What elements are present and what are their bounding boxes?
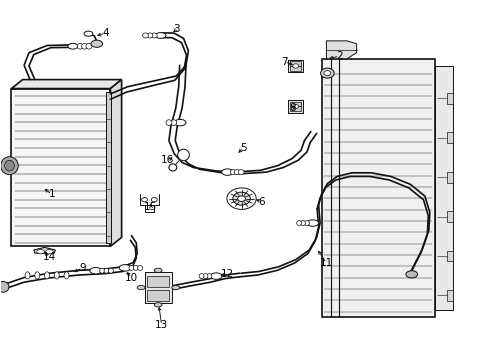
- Ellipse shape: [300, 221, 305, 226]
- Ellipse shape: [119, 265, 131, 271]
- Ellipse shape: [170, 120, 176, 126]
- Ellipse shape: [25, 272, 30, 279]
- Polygon shape: [11, 89, 110, 246]
- Ellipse shape: [237, 196, 245, 202]
- Ellipse shape: [104, 268, 109, 273]
- Polygon shape: [34, 247, 55, 253]
- Bar: [147, 276, 169, 287]
- Ellipse shape: [4, 160, 14, 171]
- Ellipse shape: [151, 33, 157, 38]
- Ellipse shape: [296, 221, 301, 226]
- Ellipse shape: [129, 265, 134, 270]
- Bar: [446, 93, 452, 104]
- Text: 16: 16: [161, 155, 174, 165]
- Ellipse shape: [226, 188, 256, 210]
- Bar: [446, 211, 452, 222]
- Polygon shape: [11, 80, 122, 89]
- Text: 6: 6: [258, 197, 264, 207]
- Text: 5: 5: [240, 143, 246, 153]
- Bar: [446, 251, 452, 261]
- Ellipse shape: [230, 170, 236, 175]
- Ellipse shape: [142, 33, 148, 38]
- Ellipse shape: [45, 249, 53, 254]
- Bar: [288, 60, 303, 72]
- Bar: [321, 59, 434, 317]
- Bar: [290, 107, 301, 111]
- Ellipse shape: [174, 120, 185, 126]
- Bar: [446, 132, 452, 143]
- Ellipse shape: [86, 43, 92, 49]
- Ellipse shape: [81, 43, 87, 49]
- Ellipse shape: [151, 198, 157, 202]
- Text: 14: 14: [43, 252, 56, 262]
- Ellipse shape: [234, 170, 240, 175]
- Ellipse shape: [35, 272, 40, 279]
- Ellipse shape: [177, 149, 189, 161]
- Ellipse shape: [64, 272, 69, 279]
- Ellipse shape: [77, 43, 83, 49]
- Ellipse shape: [320, 68, 333, 78]
- Ellipse shape: [100, 268, 104, 273]
- Polygon shape: [110, 80, 122, 246]
- Ellipse shape: [37, 249, 44, 254]
- Ellipse shape: [133, 265, 138, 270]
- Ellipse shape: [108, 268, 113, 273]
- Text: 9: 9: [79, 263, 86, 273]
- Ellipse shape: [210, 273, 222, 279]
- Ellipse shape: [232, 192, 250, 205]
- Ellipse shape: [199, 274, 203, 279]
- Ellipse shape: [292, 64, 298, 68]
- Text: 15: 15: [144, 202, 157, 212]
- Ellipse shape: [91, 40, 102, 47]
- Ellipse shape: [221, 169, 233, 175]
- Bar: [147, 290, 169, 301]
- Bar: [105, 92, 111, 243]
- Bar: [288, 100, 303, 113]
- Ellipse shape: [154, 268, 162, 273]
- Text: 12: 12: [220, 269, 233, 279]
- Text: 3: 3: [173, 24, 179, 35]
- Bar: [145, 272, 171, 303]
- Text: 7: 7: [281, 57, 287, 67]
- Ellipse shape: [304, 221, 309, 226]
- Text: 10: 10: [124, 273, 138, 283]
- Bar: [290, 66, 301, 71]
- Ellipse shape: [44, 272, 49, 279]
- Bar: [290, 102, 301, 107]
- Ellipse shape: [292, 104, 298, 109]
- Polygon shape: [326, 41, 356, 59]
- Ellipse shape: [137, 285, 145, 290]
- Ellipse shape: [306, 220, 318, 226]
- Text: 13: 13: [155, 320, 168, 330]
- Text: 4: 4: [102, 28, 109, 38]
- Ellipse shape: [154, 303, 162, 307]
- Text: 1: 1: [48, 189, 55, 199]
- Bar: [446, 290, 452, 301]
- Ellipse shape: [84, 31, 93, 36]
- Text: 11: 11: [319, 258, 332, 268]
- Ellipse shape: [68, 43, 78, 49]
- Ellipse shape: [54, 272, 59, 279]
- Text: 8: 8: [288, 103, 295, 113]
- Ellipse shape: [168, 164, 176, 171]
- Ellipse shape: [165, 120, 171, 126]
- Ellipse shape: [171, 285, 179, 290]
- Bar: [290, 61, 301, 66]
- Bar: [434, 66, 452, 310]
- Ellipse shape: [138, 265, 142, 270]
- Ellipse shape: [155, 33, 165, 39]
- Ellipse shape: [90, 267, 102, 274]
- Ellipse shape: [203, 274, 207, 279]
- Ellipse shape: [405, 271, 417, 278]
- Text: 2: 2: [336, 51, 342, 61]
- Bar: [446, 172, 452, 183]
- Ellipse shape: [142, 198, 147, 202]
- Ellipse shape: [206, 274, 211, 279]
- Ellipse shape: [0, 282, 9, 292]
- Ellipse shape: [147, 33, 153, 38]
- Ellipse shape: [324, 71, 330, 76]
- Ellipse shape: [0, 157, 18, 175]
- Ellipse shape: [238, 170, 244, 175]
